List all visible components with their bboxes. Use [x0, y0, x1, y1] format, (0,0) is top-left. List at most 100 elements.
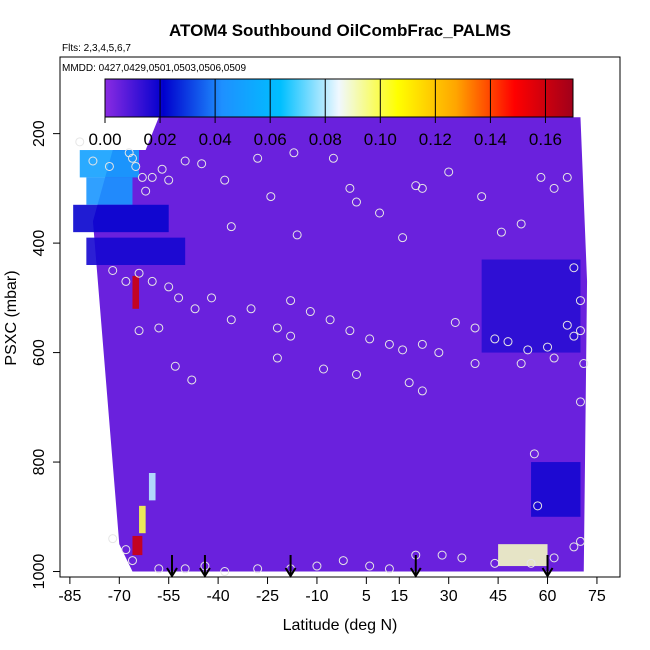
x-axis-label: Latitude (deg N)	[283, 617, 398, 634]
sample-point	[226, 222, 236, 232]
sample-point	[286, 296, 296, 306]
sample-point	[345, 183, 355, 193]
sample-point	[319, 364, 329, 374]
sample-point	[272, 323, 282, 333]
sample-point	[384, 339, 394, 349]
colorbar-tick-label: 0.06	[254, 130, 287, 149]
sample-point	[562, 172, 572, 182]
heatmap-feature	[481, 259, 581, 353]
sample-point	[365, 334, 375, 344]
plot-frame	[59, 56, 621, 578]
sample-point	[444, 167, 454, 177]
sample-point	[272, 353, 282, 363]
sample-point	[503, 337, 513, 347]
sample-point	[108, 265, 118, 275]
y-tick-label: 400	[31, 230, 48, 257]
sample-point	[569, 542, 579, 552]
sample-point	[325, 315, 335, 325]
y-tick-label: 600	[31, 339, 48, 366]
sample-point	[253, 564, 263, 574]
sample-point	[170, 361, 180, 371]
sample-point	[490, 558, 500, 568]
sample-point	[207, 293, 217, 303]
colorbar	[104, 78, 574, 118]
sample-point	[190, 304, 200, 314]
sample-point	[351, 197, 361, 207]
sample-point	[345, 326, 355, 336]
sample-point	[523, 345, 533, 355]
sample-point	[88, 156, 98, 166]
sample-point	[384, 564, 394, 574]
sample-point	[147, 172, 157, 182]
sample-point	[253, 153, 263, 163]
sample-point	[134, 326, 144, 336]
heatmap-feature	[531, 462, 581, 517]
sample-point	[536, 172, 546, 182]
flights-subtitle: Flts: 2,3,4,5,6,7	[62, 43, 131, 54]
sample-point	[457, 553, 467, 563]
sample-point	[575, 397, 585, 407]
sample-point	[496, 227, 506, 237]
sample-point	[490, 334, 500, 344]
y-tick-label: 200	[31, 120, 48, 147]
sample-point	[434, 348, 444, 358]
heatmap-feature	[498, 544, 548, 567]
y-axis: 200 400 600 800 1000	[31, 120, 60, 589]
sample-point	[398, 345, 408, 355]
colorbar-tick-label: 0.10	[364, 130, 397, 149]
dates-subtitle: MMDD: 0427,0429,0501,0503,0506,0509	[62, 63, 246, 74]
sample-point	[575, 326, 585, 336]
sample-point	[154, 323, 164, 333]
sample-point	[164, 282, 174, 292]
sample-points	[75, 137, 589, 577]
chart-title: ATOM4 Southbound OilCombFrac_PALMS	[169, 21, 511, 40]
flight-arrow-head	[409, 567, 422, 578]
x-tick-label: 5	[362, 588, 371, 605]
sample-point	[164, 175, 174, 185]
sample-point	[134, 268, 144, 278]
sample-point	[246, 304, 256, 314]
sample-point	[417, 386, 427, 396]
colorbar-tick-label: 0.14	[474, 130, 507, 149]
y-tick-label: 1000	[31, 554, 48, 590]
colorbar-tick-label: 0.04	[199, 130, 232, 149]
sample-point	[131, 161, 141, 171]
sample-point	[124, 148, 134, 158]
sample-point	[549, 183, 559, 193]
sample-point	[569, 331, 579, 341]
sample-point	[266, 192, 276, 202]
sample-point	[289, 148, 299, 158]
sample-point	[516, 359, 526, 369]
heatmap-feature	[132, 535, 143, 556]
flight-arrow-head	[541, 567, 554, 578]
sample-point	[338, 556, 348, 566]
x-tick-label: -70	[108, 588, 131, 605]
sample-point	[157, 164, 167, 174]
flight-arrow-head	[199, 567, 211, 578]
sample-point	[417, 183, 427, 193]
sample-point	[187, 375, 197, 385]
heatmap-feature	[148, 473, 156, 501]
x-tick-label: -55	[157, 588, 180, 605]
sample-point	[292, 230, 302, 240]
sample-point	[477, 192, 487, 202]
sample-point	[180, 156, 190, 166]
colorbar-tick-label: 0.12	[419, 130, 452, 149]
sample-point	[569, 263, 579, 273]
x-tick-label: 30	[440, 588, 458, 605]
heatmap-feature	[132, 275, 140, 309]
x-tick-label: -85	[58, 588, 81, 605]
heatmap-background	[92, 117, 588, 572]
sample-point	[575, 536, 585, 546]
sample-point	[579, 359, 589, 369]
heatmap-feature	[79, 150, 140, 178]
sample-point	[450, 317, 460, 327]
sample-point	[141, 186, 151, 196]
colorbar-tick-label: 0.00	[88, 130, 121, 149]
sample-point	[174, 293, 184, 303]
colorbar-tick-label: 0.08	[309, 130, 342, 149]
x-axis: -85 -70 -55 -40 -25 -10 5 15 30 45 60 75	[58, 577, 606, 605]
sample-point	[375, 208, 385, 218]
sample-point	[533, 501, 543, 511]
colorbar-tick-label: 0.16	[529, 130, 562, 149]
